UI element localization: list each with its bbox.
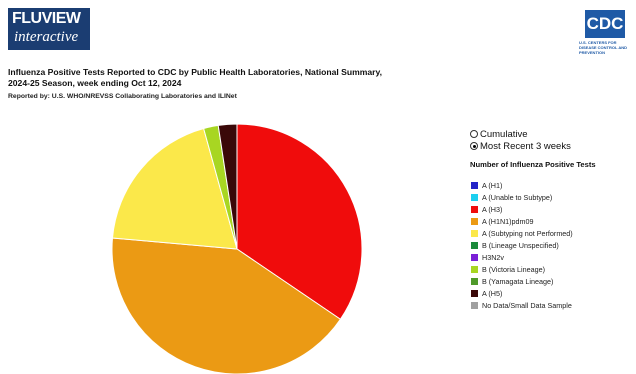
legend-item[interactable]: A (H3) (471, 203, 573, 215)
radio-button[interactable] (470, 130, 478, 138)
legend-label: A (H5) (482, 289, 503, 299)
legend-label: H3N2v (482, 253, 504, 263)
fluview-logo[interactable]: FLUVIEW interactive (8, 8, 90, 50)
legend-swatch (471, 229, 478, 237)
legend-item[interactable]: A (Unable to Subtype) (471, 191, 573, 203)
legend-label: No Data/Small Data Sample (482, 301, 572, 311)
view-options: Cumulative Most Recent 3 weeks (470, 128, 571, 152)
cdc-name: U.S. CENTERS FOR DISEASE CONTROL AND PRE… (579, 40, 628, 55)
pie-slice[interactable] (111, 127, 238, 250)
legend-label: B (Yamagata Lineage) (482, 277, 554, 287)
cdc-logo[interactable]: CDC U.S. CENTERS FOR DISEASE CONTROL AND… (579, 10, 631, 55)
legend-label: A (Unable to Subtype) (482, 192, 553, 202)
radio-label: Most Recent 3 weeks (480, 140, 571, 152)
legend-item[interactable]: No Data/Small Data Sample (471, 300, 573, 312)
legend-swatch (471, 242, 478, 250)
legend-swatch (471, 181, 478, 189)
legend-item[interactable]: B (Victoria Lineage) (471, 264, 573, 276)
legend-item[interactable]: B (Lineage Unspecified) (471, 239, 573, 251)
legend-swatch (471, 254, 478, 262)
legend-label: B (Victoria Lineage) (482, 265, 545, 275)
legend-title: Number of Influenza Positive Tests (470, 160, 596, 169)
pie-chart (111, 123, 363, 374)
legend-item[interactable]: A (Subtyping not Performed) (471, 227, 573, 239)
legend: A (H1) A (Unable to Subtype) A (H3) A (H1N1… (471, 179, 573, 312)
legend-swatch (471, 217, 478, 225)
radio-option[interactable]: Most Recent 3 weeks (470, 140, 571, 152)
pie-slice[interactable] (217, 123, 238, 250)
legend-label: A (H1N1)pdm09 (482, 216, 534, 226)
logo-title: FLUVIEW (12, 10, 81, 27)
pie-slice[interactable] (236, 123, 363, 320)
pie-slice[interactable] (111, 237, 342, 374)
cdc-mark: CDC (585, 10, 625, 38)
legend-item[interactable]: A (H1N1)pdm09 (471, 215, 573, 227)
radio-option[interactable]: Cumulative (470, 128, 571, 140)
chart-title: Influenza Positive Tests Reported to CDC… (8, 67, 383, 88)
legend-swatch (471, 266, 478, 274)
chart-subtitle: Reported by: U.S. WHO/NREVSS Collaborati… (8, 93, 237, 100)
radio-button[interactable] (470, 142, 478, 150)
legend-swatch (471, 290, 478, 298)
legend-swatch (471, 205, 478, 213)
legend-item[interactable]: B (Yamagata Lineage) (471, 276, 573, 288)
legend-item[interactable]: A (H5) (471, 288, 573, 300)
legend-swatch (471, 278, 478, 286)
legend-label: A (H3) (482, 204, 503, 214)
legend-swatch (471, 193, 478, 201)
legend-item[interactable]: H3N2v (471, 252, 573, 264)
radio-label: Cumulative (480, 128, 528, 140)
legend-label: A (Subtyping not Performed) (482, 228, 573, 238)
logo-subtitle: interactive (14, 29, 79, 45)
legend-label: A (H1) (482, 180, 503, 190)
legend-item[interactable]: A (H1) (471, 179, 573, 191)
legend-label: B (Lineage Unspecified) (482, 241, 559, 251)
legend-swatch (471, 302, 478, 310)
